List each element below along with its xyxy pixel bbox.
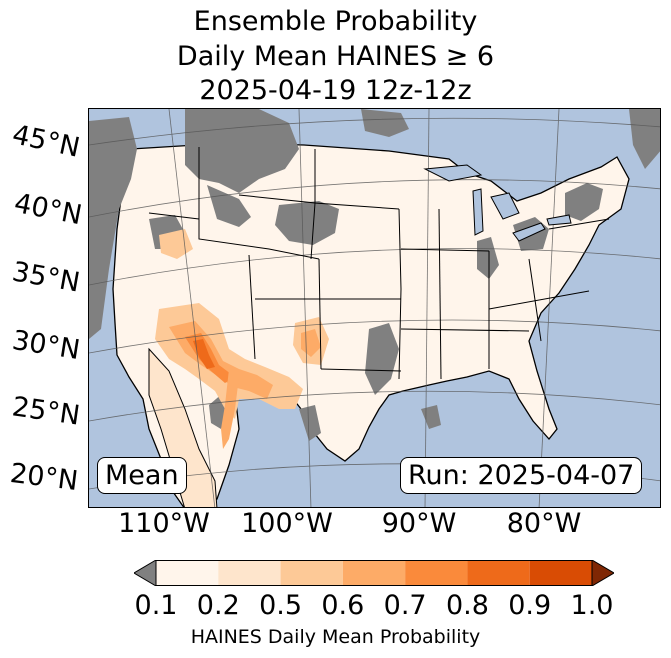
lat-label-20n: 20°N <box>8 457 80 498</box>
map-canvas <box>89 109 660 507</box>
colorbar-segment <box>156 560 219 586</box>
colorbar-tick-label: 0.9 <box>508 590 552 621</box>
colorbar-under-extension <box>134 560 157 586</box>
lat-label-45n: 45°N <box>9 119 83 164</box>
colorbar-segment <box>529 560 592 586</box>
great-lakes <box>423 164 572 242</box>
colorbar-segment <box>280 560 343 586</box>
title-line-2: Daily Mean HAINES ≥ 6 <box>176 41 495 72</box>
colorbar-tick-label: 0.5 <box>259 590 303 621</box>
lat-label-40n: 40°N <box>11 187 85 232</box>
colorbar-tick-label: 0.8 <box>445 590 489 621</box>
colorbar-segment <box>218 560 281 586</box>
lon-label-110w: 110°W <box>118 508 210 539</box>
run-date-label: Run: 2025-04-07 <box>400 457 643 494</box>
statistic-label: Mean <box>97 457 187 494</box>
colorbar-tick-label: 0.6 <box>321 590 365 621</box>
lon-label-80w: 80°W <box>506 508 582 539</box>
colorbar-segment <box>405 560 468 586</box>
state-borders <box>148 147 610 380</box>
mexico-land <box>148 347 218 507</box>
lon-label-90w: 90°W <box>381 508 457 539</box>
colorbar-tick-label: 0.2 <box>196 590 240 621</box>
lat-label-30n: 30°N <box>9 324 83 367</box>
colorbar-tick-label: 0.1 <box>134 590 178 621</box>
colorbar-tick-label: 1.0 <box>570 590 614 621</box>
lat-label-35n: 35°N <box>9 256 83 299</box>
title-line-3: 2025-04-19 12z-12z <box>199 75 472 106</box>
colorbar-segment <box>342 560 406 586</box>
probability-map <box>88 108 661 508</box>
colorbar <box>134 560 614 586</box>
land-area <box>112 142 630 507</box>
lon-label-100w: 100°W <box>241 508 333 539</box>
title-line-1: Ensemble Probability <box>193 6 478 37</box>
colorbar-segment <box>467 560 530 586</box>
colorbar-over-extension <box>591 560 614 586</box>
colorbar-outline <box>155 560 593 586</box>
lat-label-25n: 25°N <box>10 391 82 432</box>
colorbar-label: HAINES Daily Mean Probability <box>190 626 481 648</box>
colorbar-tick-label: 0.7 <box>383 590 427 621</box>
